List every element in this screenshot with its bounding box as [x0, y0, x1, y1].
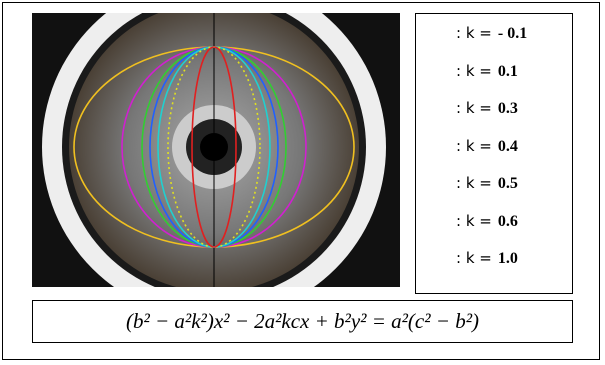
legend-label: : k = — [456, 24, 492, 42]
legend-label: : k = — [456, 174, 492, 192]
figure: : k = - 0.1 : k = 0.1 : k = 0.3 : k = 0.4 : k = 0… — [0, 0, 605, 365]
legend: : k = - 0.1 : k = 0.1 : k = 0.3 : k = 0.4 : k = 0… — [415, 13, 573, 294]
legend-entry: : k = - 0.1 — [456, 24, 527, 43]
fisheye-image — [32, 13, 400, 287]
legend-label: : k = — [456, 137, 492, 155]
legend-entry: : k = 0.4 — [456, 137, 518, 156]
legend-value: 0.3 — [498, 100, 518, 117]
legend-label: : k = — [456, 99, 492, 117]
legend-label: : k = — [456, 62, 492, 80]
legend-value: 0.5 — [498, 175, 518, 192]
legend-label: : k = — [456, 249, 492, 267]
equation: (b² − a²k²)x² − 2a²kcx + b²y² = a²(c² − … — [32, 300, 573, 343]
legend-value: - 0.1 — [498, 25, 527, 42]
legend-entry: : k = 1.0 — [456, 249, 518, 268]
legend-value: 1.0 — [498, 250, 518, 267]
legend-value: 0.1 — [498, 63, 518, 80]
legend-entry: : k = 0.3 — [456, 99, 518, 118]
legend-entry: : k = 0.5 — [456, 174, 518, 193]
legend-label: : k = — [456, 212, 492, 230]
legend-entry: : k = 0.1 — [456, 62, 518, 81]
legend-value: 0.6 — [498, 213, 518, 230]
legend-entry: : k = 0.6 — [456, 212, 518, 231]
legend-value: 0.4 — [498, 138, 518, 155]
